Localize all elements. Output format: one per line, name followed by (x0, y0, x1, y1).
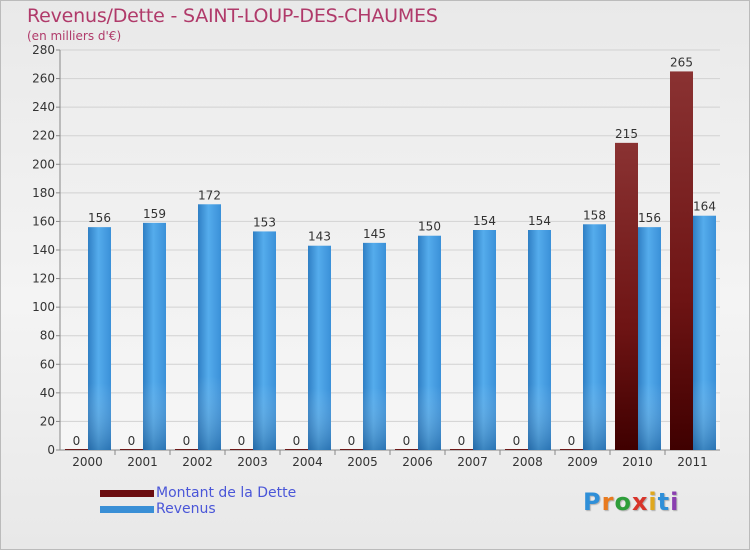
bar-revenus-shade (253, 231, 276, 450)
bar-debt (615, 142, 638, 450)
bar-revenus-shade (88, 227, 111, 450)
logo-letter: i (670, 488, 680, 516)
chart-subtitle: (en milliers d'€) (27, 29, 122, 43)
y-tick-label: 240 (32, 100, 55, 114)
data-label-debt: 0 (128, 434, 136, 448)
legend-label-revenus: Revenus (156, 501, 216, 517)
chart-title: Revenus/Dette - SAINT-LOUP-DES-CHAUMES (27, 5, 438, 27)
bar-debt (285, 449, 308, 450)
y-tick-label: 280 (32, 43, 55, 57)
x-tick-label: 2000 (72, 455, 103, 469)
bar-revenus-shade (418, 235, 441, 450)
data-label-revenus: 154 (528, 214, 551, 228)
bar-debt (395, 449, 418, 450)
bar-revenus-shade (693, 215, 716, 450)
x-tick-label: 2003 (237, 455, 268, 469)
x-tick-label: 2004 (292, 455, 323, 469)
bar-revenus-shade (363, 242, 386, 450)
data-label-debt: 215 (615, 127, 638, 141)
bar-revenus-shade (198, 204, 221, 450)
bar-revenus-shade (528, 230, 551, 450)
y-tick-label: 60 (40, 357, 55, 371)
x-tick-label: 2006 (402, 455, 433, 469)
x-tick-label: 2011 (677, 455, 708, 469)
data-label-revenus: 143 (308, 230, 331, 244)
data-label-revenus: 158 (583, 208, 606, 222)
data-label-debt: 0 (183, 434, 191, 448)
y-tick-label: 120 (32, 272, 55, 286)
x-tick-label: 2009 (567, 455, 598, 469)
proxiti-logo: Proxiti (583, 488, 679, 516)
data-label-revenus: 156 (88, 211, 111, 225)
data-label-revenus: 164 (693, 200, 716, 214)
data-label-debt: 0 (458, 434, 466, 448)
data-label-revenus: 159 (143, 207, 166, 221)
bar-debt (340, 449, 363, 450)
bar-revenus-shade (143, 222, 166, 450)
data-label-debt: 265 (670, 55, 693, 69)
legend-swatch-revenus (100, 506, 154, 513)
data-label-revenus: 150 (418, 220, 441, 234)
logo-letter: t (657, 488, 671, 516)
x-tick-label: 2007 (457, 455, 488, 469)
bar-debt (120, 449, 143, 450)
data-label-revenus: 156 (638, 211, 661, 225)
bar-debt (450, 449, 473, 450)
data-label-debt: 0 (513, 434, 521, 448)
data-label-debt: 0 (348, 434, 356, 448)
y-tick-label: 40 (40, 386, 55, 400)
bar-debt (670, 71, 693, 450)
logo-letter: i (648, 488, 658, 516)
logo-letter: o (614, 488, 632, 516)
bar-debt (230, 449, 253, 450)
bar-debt (505, 449, 528, 450)
x-tick-label: 2008 (512, 455, 543, 469)
logo-letter: r (601, 488, 615, 516)
bar-debt (65, 449, 88, 450)
logo-letter: x (631, 488, 649, 516)
y-tick-label: 160 (32, 214, 55, 228)
bar-revenus-shade (638, 227, 661, 450)
y-tick-label: 140 (32, 243, 55, 257)
bar-revenus-shade (473, 230, 496, 450)
y-tick-label: 260 (32, 72, 55, 86)
y-tick-label: 20 (40, 414, 55, 428)
x-tick-label: 2001 (127, 455, 158, 469)
y-tick-label: 0 (47, 443, 55, 457)
data-label-debt: 0 (293, 434, 301, 448)
data-label-debt: 0 (238, 434, 246, 448)
bar-debt (175, 449, 198, 450)
data-label-revenus: 145 (363, 227, 386, 241)
x-tick-label: 2002 (182, 455, 213, 469)
x-tick-label: 2010 (622, 455, 653, 469)
bar-revenus-shade (583, 224, 606, 450)
y-tick-label: 100 (32, 300, 55, 314)
data-label-revenus: 154 (473, 214, 496, 228)
bar-revenus-shade (308, 245, 331, 450)
data-label-revenus: 172 (198, 188, 221, 202)
x-tick-label: 2005 (347, 455, 378, 469)
y-tick-label: 220 (32, 129, 55, 143)
legend-label-debt: Montant de la Dette (156, 485, 297, 501)
data-label-debt: 0 (403, 434, 411, 448)
y-tick-label: 200 (32, 157, 55, 171)
bar-debt (560, 449, 583, 450)
legend-swatch-debt (100, 490, 154, 497)
data-label-debt: 0 (568, 434, 576, 448)
data-label-debt: 0 (73, 434, 81, 448)
data-label-revenus: 153 (253, 215, 276, 229)
y-tick-label: 80 (40, 329, 55, 343)
y-tick-label: 180 (32, 186, 55, 200)
logo-letter: P (583, 488, 602, 516)
